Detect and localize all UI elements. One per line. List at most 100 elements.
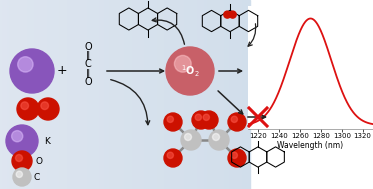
Bar <box>175 0 178 189</box>
Bar <box>20 0 23 189</box>
Bar <box>15 0 18 189</box>
Circle shape <box>6 125 38 157</box>
Circle shape <box>213 133 219 140</box>
Circle shape <box>195 114 201 120</box>
Text: +: + <box>57 64 67 77</box>
Bar <box>25 0 28 189</box>
Bar <box>7 0 10 189</box>
Circle shape <box>224 11 231 18</box>
Bar <box>155 0 158 189</box>
Bar <box>18 0 20 189</box>
Circle shape <box>18 57 33 72</box>
Bar <box>228 0 230 189</box>
Bar <box>50 0 53 189</box>
Bar <box>93 0 95 189</box>
Bar <box>232 0 235 189</box>
Bar <box>115 0 117 189</box>
Bar <box>10 0 13 189</box>
Bar <box>205 0 208 189</box>
Bar <box>45 0 48 189</box>
Bar <box>188 0 190 189</box>
Bar <box>60 0 63 189</box>
Text: O: O <box>84 42 92 52</box>
Bar <box>100 0 103 189</box>
Bar <box>5 0 7 189</box>
Bar <box>95 0 98 189</box>
Bar <box>140 0 142 189</box>
Bar <box>225 0 228 189</box>
Bar <box>22 0 25 189</box>
Bar <box>40 0 43 189</box>
Bar <box>195 0 198 189</box>
Circle shape <box>167 152 173 158</box>
Bar <box>197 0 200 189</box>
Text: K: K <box>44 136 50 146</box>
Circle shape <box>12 151 32 171</box>
Bar <box>253 0 373 189</box>
Bar <box>128 0 130 189</box>
Bar <box>72 0 75 189</box>
Bar <box>122 0 125 189</box>
Bar <box>135 0 138 189</box>
Circle shape <box>209 130 229 150</box>
Circle shape <box>167 116 173 122</box>
Circle shape <box>200 111 218 129</box>
Bar <box>160 0 163 189</box>
X-axis label: Wavelength (nm): Wavelength (nm) <box>278 141 344 150</box>
Bar <box>213 0 215 189</box>
Bar <box>65 0 68 189</box>
Bar <box>238 0 240 189</box>
Bar <box>63 0 65 189</box>
Text: $^1$O$_2$: $^1$O$_2$ <box>181 63 199 79</box>
Bar <box>105 0 107 189</box>
Bar <box>110 0 113 189</box>
Circle shape <box>185 133 191 140</box>
Bar <box>240 0 242 189</box>
Bar <box>163 0 165 189</box>
Bar <box>142 0 145 189</box>
Bar <box>190 0 192 189</box>
Circle shape <box>192 111 210 129</box>
Bar <box>35 0 38 189</box>
Bar <box>90 0 93 189</box>
Circle shape <box>12 131 23 142</box>
Bar <box>55 0 57 189</box>
Bar <box>120 0 123 189</box>
Bar <box>57 0 60 189</box>
Bar <box>43 0 45 189</box>
Circle shape <box>231 116 238 122</box>
Bar <box>217 0 220 189</box>
Circle shape <box>10 49 54 93</box>
Bar <box>80 0 82 189</box>
Circle shape <box>229 11 236 18</box>
Bar <box>32 0 35 189</box>
Bar <box>165 0 167 189</box>
Text: ‖: ‖ <box>86 68 90 77</box>
Circle shape <box>41 102 48 110</box>
Text: C: C <box>85 59 91 69</box>
Bar <box>88 0 90 189</box>
Bar <box>172 0 175 189</box>
Circle shape <box>164 113 182 131</box>
Bar <box>192 0 195 189</box>
Bar <box>153 0 155 189</box>
Bar <box>117 0 120 189</box>
Bar <box>125 0 128 189</box>
Bar <box>178 0 180 189</box>
Bar <box>75 0 78 189</box>
Bar <box>3 0 5 189</box>
Circle shape <box>228 149 246 167</box>
Bar <box>207 0 210 189</box>
Bar <box>230 0 233 189</box>
Circle shape <box>13 168 31 186</box>
Circle shape <box>203 114 210 120</box>
Bar <box>107 0 110 189</box>
Circle shape <box>181 130 201 150</box>
Circle shape <box>175 55 191 72</box>
Bar <box>97 0 100 189</box>
Bar <box>170 0 173 189</box>
Bar <box>82 0 85 189</box>
Bar <box>150 0 153 189</box>
Bar <box>157 0 160 189</box>
Circle shape <box>228 113 246 131</box>
